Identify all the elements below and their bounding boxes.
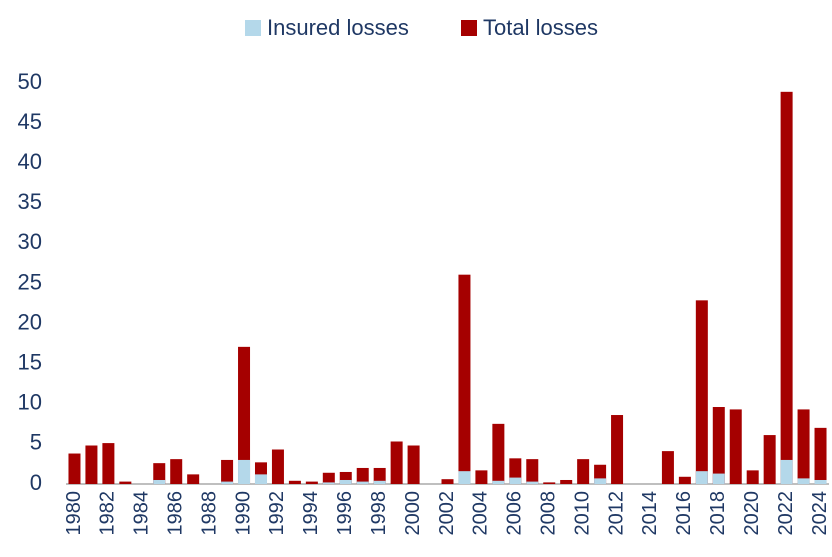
bar — [678, 476, 691, 484]
bar — [661, 451, 674, 484]
bar — [187, 474, 200, 484]
legend-swatch — [245, 20, 261, 36]
bar — [458, 274, 471, 484]
bar — [814, 427, 827, 484]
bar — [254, 474, 267, 484]
bar — [729, 409, 742, 484]
bar — [594, 478, 607, 484]
bar — [339, 479, 352, 484]
y-tick-label: 0 — [30, 470, 42, 495]
bar — [322, 472, 335, 484]
bar — [560, 479, 573, 484]
x-tick-label: 2006 — [504, 491, 526, 536]
x-tick-label: 2014 — [639, 491, 661, 536]
y-tick-label: 35 — [18, 189, 42, 214]
x-tick-label: 1998 — [368, 491, 390, 536]
bar — [780, 91, 793, 485]
bar — [797, 478, 810, 484]
bar — [322, 482, 335, 484]
y-tick-label: 5 — [30, 430, 42, 455]
x-tick-label: 1984 — [131, 491, 153, 536]
bar — [271, 449, 284, 484]
bar — [492, 480, 505, 484]
x-tick-label: 2022 — [775, 491, 797, 536]
x-tick-label: 1988 — [198, 491, 220, 536]
bar — [221, 459, 234, 484]
x-tick-label: 2002 — [436, 491, 458, 536]
bar — [441, 479, 454, 484]
bar — [373, 467, 386, 484]
x-tick-label: 1990 — [232, 491, 254, 536]
bar — [814, 479, 827, 484]
bar — [288, 480, 301, 484]
bar — [119, 481, 132, 484]
x-tick-label: 2010 — [571, 491, 593, 536]
bar — [577, 459, 590, 484]
bar — [509, 477, 522, 484]
y-tick-label: 20 — [18, 309, 42, 334]
bar — [543, 482, 556, 484]
bar — [797, 409, 810, 484]
bar — [373, 480, 386, 484]
bar — [390, 441, 403, 484]
x-tick-label: 2024 — [809, 491, 831, 536]
bar — [746, 470, 759, 484]
x-tick-label: 1980 — [63, 491, 85, 536]
bar — [153, 479, 166, 484]
legend-swatch — [461, 20, 477, 36]
x-tick-label: 2020 — [741, 491, 763, 536]
bar — [356, 467, 369, 484]
y-tick-label: 25 — [18, 269, 42, 294]
bar — [492, 423, 505, 484]
x-tick-label: 2018 — [707, 491, 729, 536]
x-tick-label: 1986 — [164, 491, 186, 536]
bar — [102, 443, 115, 484]
x-tick-label: 2012 — [605, 491, 627, 536]
y-tick-label: 10 — [18, 390, 42, 415]
x-tick-label: 2000 — [402, 491, 424, 536]
bar — [305, 481, 318, 484]
bar — [221, 481, 234, 484]
bar — [458, 471, 471, 484]
bar — [526, 459, 539, 484]
bar — [85, 445, 98, 484]
x-tick-label: 1982 — [97, 491, 119, 536]
bar — [509, 458, 522, 484]
x-tick-label: 1994 — [300, 491, 322, 536]
x-tick-label: 2016 — [673, 491, 695, 536]
bar — [695, 471, 708, 484]
bar — [356, 481, 369, 484]
y-tick-label: 30 — [18, 229, 42, 254]
legend-label: Insured losses — [267, 15, 409, 40]
x-tick-label: 1992 — [266, 491, 288, 536]
bar — [153, 463, 166, 484]
x-tick-label: 1996 — [334, 491, 356, 536]
bar — [780, 459, 793, 484]
bar — [68, 453, 81, 484]
bar — [475, 470, 488, 484]
bar — [712, 407, 725, 484]
y-tick-label: 50 — [18, 69, 42, 94]
bar — [238, 459, 251, 484]
bar — [712, 473, 725, 484]
bar — [407, 445, 420, 484]
bar — [526, 481, 539, 484]
y-tick-label: 15 — [18, 350, 42, 375]
y-tick-label: 40 — [18, 149, 42, 174]
bar — [611, 415, 624, 484]
x-tick-label: 2004 — [470, 491, 492, 535]
legend-label: Total losses — [483, 15, 598, 40]
bar — [170, 459, 183, 484]
y-tick-label: 45 — [18, 109, 42, 134]
bar — [763, 435, 776, 484]
bar — [695, 300, 708, 484]
x-tick-label: 2008 — [538, 491, 560, 536]
bar — [238, 346, 251, 484]
